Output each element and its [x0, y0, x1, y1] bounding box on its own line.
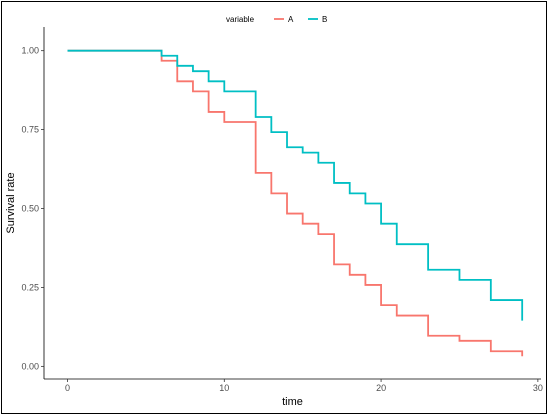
y-tick-label: 0.25: [21, 282, 39, 292]
legend-entry-b: B: [308, 15, 327, 24]
x-tick-label: 30: [533, 383, 543, 393]
x-axis-title: time: [282, 396, 303, 408]
x-tick-label: 20: [376, 383, 386, 393]
axes: 0.00 0.25 0.50 0.75 1.00 0 10 20 30: [21, 27, 543, 393]
series-line-b: [67, 49, 524, 321]
x-tick-label: 10: [219, 383, 229, 393]
legend-entry-a: A: [274, 15, 294, 24]
legend-label-a: A: [288, 15, 294, 24]
y-tick-label: 0.50: [21, 204, 39, 214]
y-tick-label: 1.00: [21, 46, 39, 56]
series-layer: [67, 49, 524, 357]
y-axis-title: Survival rate: [5, 172, 17, 233]
y-tick-label: 0.00: [21, 361, 39, 371]
legend-label-b: B: [322, 15, 327, 24]
x-tick-label: 0: [65, 383, 70, 393]
y-tick-label: 0.75: [21, 125, 39, 135]
legend-title: variable: [226, 15, 255, 24]
series-line-a: [67, 49, 524, 357]
